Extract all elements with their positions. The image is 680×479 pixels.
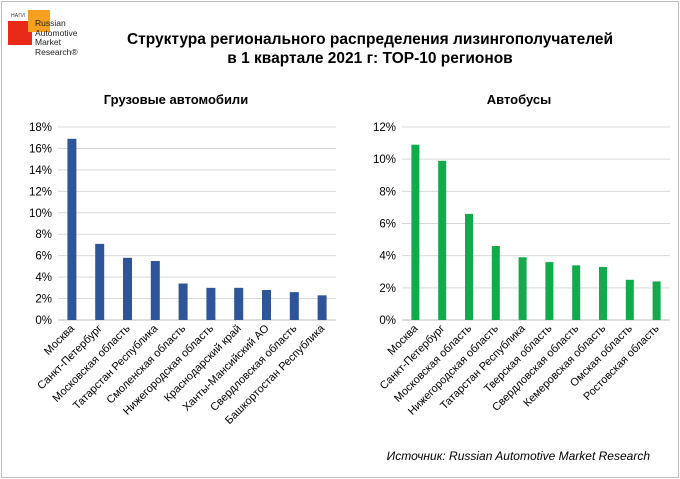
y-tick-label: 6%	[379, 219, 396, 231]
chart-main-title: Структура регионального распределения ли…	[60, 30, 680, 68]
bar	[206, 287, 216, 320]
bar	[150, 261, 160, 320]
y-tick-label: 10%	[29, 208, 52, 220]
bar	[178, 283, 188, 320]
bar	[289, 292, 299, 320]
y-tick-label: 12%	[29, 186, 52, 198]
y-tick-label: 10%	[373, 154, 396, 166]
chart-title: Грузовые автомобили	[104, 92, 248, 107]
bar	[123, 257, 132, 320]
logo-orange-square	[28, 10, 50, 32]
bar	[438, 160, 447, 320]
bar	[599, 266, 607, 320]
y-tick-label: 16%	[29, 143, 52, 155]
y-tick-label: 4%	[379, 251, 396, 263]
logo-line: Russian	[35, 18, 66, 28]
bar	[625, 279, 634, 320]
bar	[95, 243, 105, 320]
bar	[572, 265, 581, 320]
logo-line: Research®	[35, 46, 78, 57]
logo-small-text: НАГИ	[11, 13, 26, 19]
y-tick-label: 18%	[29, 122, 52, 134]
logo-line: Market	[35, 37, 61, 47]
bar	[317, 295, 327, 320]
bar	[518, 257, 527, 320]
y-tick-label: 8%	[35, 229, 52, 241]
bar	[67, 138, 77, 320]
bar	[411, 144, 420, 320]
y-tick-label: 2%	[35, 294, 52, 306]
bar	[652, 281, 661, 320]
logo: НАГИ Russian Automotive Market Research®	[8, 10, 88, 66]
bar	[234, 287, 244, 320]
y-tick-label: 2%	[379, 283, 396, 295]
y-tick-label: 6%	[35, 251, 52, 263]
bar	[491, 246, 500, 320]
y-tick-label: 14%	[29, 165, 52, 177]
source-note: Источник: Russian Automotive Market Rese…	[386, 449, 650, 463]
y-tick-label: 0%	[35, 315, 52, 327]
y-tick-label: 12%	[373, 122, 396, 134]
y-tick-label: 4%	[35, 272, 52, 284]
logo-brand: Russian Automotive Market Research®	[35, 18, 78, 57]
y-tick-label: 0%	[379, 315, 396, 327]
bar	[545, 262, 554, 320]
bar	[262, 289, 271, 320]
logo-line: Automotive	[35, 27, 78, 38]
y-tick-label: 8%	[379, 186, 396, 198]
bar	[465, 213, 473, 320]
title-line-1: Структура регионального распределения ли…	[126, 31, 614, 48]
title-line-2: в 1 квартале 2021 г: TOP-10 регионов	[227, 50, 513, 67]
chart-title: Автобусы	[487, 92, 551, 107]
